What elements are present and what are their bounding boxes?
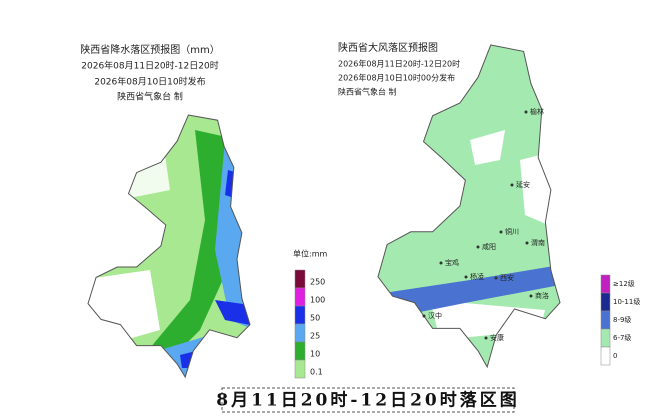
city-label: 铜川: [505, 227, 519, 236]
legend-label: ≥12级: [613, 279, 635, 288]
legend-label: 6-7级: [613, 333, 631, 342]
caption-box: [221, 387, 515, 413]
city-dot: [499, 230, 503, 234]
city-label: 安康: [490, 333, 504, 342]
title: 陕西省大风落区预报图: [338, 41, 438, 54]
wind-map: 陕西省大风落区预报图 2026年08月11日20时-12日20时 2026年08…: [338, 41, 640, 368]
legend-label: 50: [310, 314, 320, 323]
city-label: 延安: [516, 180, 530, 189]
city-dot: [476, 245, 480, 249]
legend-swatch: [294, 341, 306, 361]
maker: 陕西省气象台 制: [117, 91, 183, 103]
city-dot: [525, 241, 529, 245]
legend-label: 250: [310, 278, 325, 287]
legend-swatch: [294, 287, 306, 307]
legend-swatch: [294, 305, 306, 325]
city-label: 商洛: [535, 291, 549, 300]
city-label: 渭南: [531, 238, 545, 247]
rain-areas: [88, 115, 250, 377]
legend-label: 8-9级: [613, 315, 631, 324]
legend-label: 10: [310, 350, 320, 359]
city-dot: [439, 261, 443, 265]
rain-map: 陕西省降水落区预报图（mm） 2026年08月11日20时-12日20时 202…: [80, 43, 327, 379]
city-label: 西安: [500, 273, 514, 282]
legend-label: 0: [613, 352, 617, 360]
legend-label: 0.1: [310, 368, 323, 377]
city-label: 宝鸡: [445, 258, 459, 267]
maker: 陕西省气象台 制: [338, 87, 397, 97]
legend-swatch: [600, 310, 611, 330]
city-dot: [524, 110, 528, 114]
legend-swatch: [294, 323, 306, 343]
legend-label: 25: [310, 332, 320, 341]
issued: 2026年08月10日10时发布: [94, 76, 205, 88]
city-dot: [510, 183, 514, 187]
legend-swatch: [600, 346, 611, 366]
city-dot: [422, 314, 426, 318]
city-dot: [464, 275, 468, 279]
period: 2026年08月11日20时-12日20时: [81, 60, 218, 72]
issued: 2026年08月10日10时00分发布: [338, 73, 455, 83]
caption: 8月11日20时-12日20时落区图: [216, 391, 520, 411]
period: 2026年08月11日20时-12日20时: [338, 59, 460, 69]
city-label: 杨凌: [470, 272, 484, 281]
city-dot: [484, 336, 488, 340]
city-dot: [529, 294, 533, 298]
city-dot: [494, 276, 498, 280]
title: 陕西省降水落区预报图（mm）: [80, 43, 219, 56]
legend-label: 10-11级: [613, 297, 640, 306]
legend-swatch: [600, 328, 611, 348]
city-label: 咸阳: [482, 242, 496, 251]
legend-swatch: [600, 292, 611, 312]
legend-swatch: [600, 274, 611, 294]
legend-swatch: [294, 269, 306, 289]
legend-swatch: [294, 359, 306, 379]
city-label: 榆林: [530, 107, 544, 116]
legend-unit: 单位:mm: [293, 249, 327, 259]
legend-label: 100: [310, 296, 325, 305]
city-label: 汉中: [428, 311, 442, 320]
wind-areas: [378, 45, 560, 367]
